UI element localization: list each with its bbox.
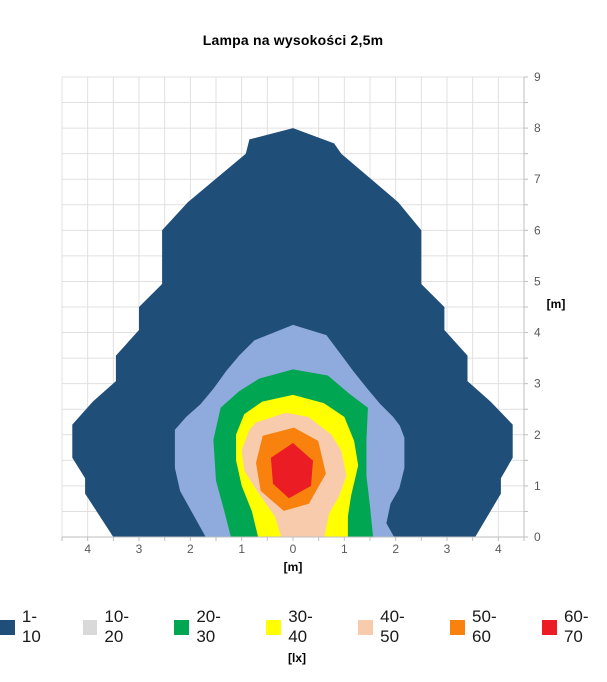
contour-plot: 4 3 2 1 0 1 2 3 4 0 1 2 3 4 5 6 7 8 9 — [61, 70, 541, 556]
x-tick-label: 1 — [238, 542, 245, 556]
legend-item-50-60: 50-60 — [450, 607, 515, 647]
x-axis-unit-label: [m] — [283, 560, 303, 574]
legend-label: 10-20 — [104, 607, 129, 646]
y-tick-label: 4 — [534, 326, 541, 340]
y-tick-label: 3 — [534, 377, 541, 391]
legend-item-40-50: 40-50 — [358, 607, 423, 647]
x-tick-label: 4 — [495, 542, 502, 556]
legend-swatch-icon — [174, 619, 190, 635]
legend-unit-label: [lx] — [288, 651, 306, 665]
legend-swatch-icon — [0, 619, 15, 635]
x-tick-label: 2 — [392, 542, 399, 556]
legend-item-30-40: 30-40 — [266, 607, 331, 647]
y-tick-label: 9 — [534, 70, 541, 84]
legend-label: 20-30 — [196, 607, 221, 646]
legend-item-60-70: 60-70 — [542, 607, 607, 647]
band-60-70-region — [270, 443, 313, 499]
x-tick-label: 3 — [136, 542, 143, 556]
legend-label: 60-70 — [563, 607, 589, 646]
legend-swatch-icon — [266, 619, 282, 635]
legend-item-1-10: 1-10 — [0, 607, 56, 647]
x-tick-label: 1 — [341, 542, 348, 556]
y-tick-label: 7 — [534, 172, 541, 186]
legend-item-10-20: 10-20 — [82, 607, 148, 647]
legend-swatch-icon — [450, 619, 466, 635]
y-tick-label: 1 — [534, 479, 541, 493]
y-tick-label: 0 — [534, 530, 541, 544]
y-axis-unit-label: [m] — [546, 297, 566, 311]
legend-item-20-30: 20-30 — [174, 607, 239, 647]
y-tick-label: 8 — [534, 121, 541, 135]
legend-label: 50-60 — [472, 607, 497, 646]
legend-label: 30-40 — [288, 607, 313, 646]
legend-swatch-icon — [542, 619, 557, 635]
chart-title: Lampa na wysokości 2,5m — [202, 32, 384, 48]
x-tick-label: 4 — [84, 542, 91, 556]
legend-label: 1-10 — [21, 607, 41, 646]
x-tick-label: 0 — [290, 542, 297, 556]
x-tick-label: 3 — [444, 542, 451, 556]
y-tick-label: 6 — [534, 223, 541, 237]
legend-swatch-icon — [358, 619, 374, 635]
y-tick-label: 5 — [534, 274, 541, 288]
legend-label: 40-50 — [380, 607, 405, 646]
legend-swatch-icon — [82, 619, 98, 635]
x-tick-label: 2 — [187, 542, 194, 556]
legend: 1-10 10-20 20-30 30-40 40-50 50-60 60-70 — [0, 607, 607, 647]
y-tick-label: 2 — [534, 428, 541, 442]
